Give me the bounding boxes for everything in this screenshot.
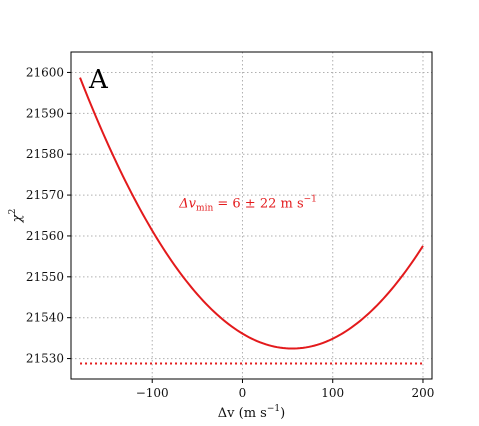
grid bbox=[71, 52, 432, 379]
chi-square-curve bbox=[79, 77, 424, 350]
annotation-subscript: min bbox=[196, 203, 213, 213]
y-tick-label: 21530 bbox=[26, 352, 64, 366]
y-tick-label: 21590 bbox=[26, 106, 64, 120]
axis-ticks: −100 0 100 200 21530 21540 21550 21560 21570 2158… bbox=[26, 65, 435, 400]
y-tick-label: 21600 bbox=[26, 65, 64, 79]
x-tick-label: 100 bbox=[321, 386, 344, 400]
plot-area bbox=[79, 77, 424, 365]
y-tick-label: 21580 bbox=[26, 147, 64, 161]
panel-label: A bbox=[88, 65, 109, 95]
annotation-middle: = 6 ± 22 m s bbox=[213, 196, 303, 211]
y-axis-label-main: χ bbox=[10, 213, 25, 223]
y-tick-label: 21560 bbox=[26, 229, 64, 243]
x-tick-label: 0 bbox=[239, 386, 247, 400]
y-tick-label: 21540 bbox=[26, 311, 64, 325]
plot-frame bbox=[70, 51, 433, 380]
x-axis-label: Δv (m s−1) bbox=[218, 404, 285, 421]
y-tick-label: 21570 bbox=[26, 188, 64, 202]
y-axis-label-sup: 2 bbox=[8, 209, 18, 215]
x-tick-label: 200 bbox=[412, 386, 435, 400]
x-tick-label: −100 bbox=[136, 386, 169, 400]
annotation-prefix: Δv bbox=[178, 196, 196, 211]
x-axis-label-sup: −1 bbox=[267, 404, 280, 414]
y-tick-label: 21550 bbox=[26, 270, 64, 284]
x-axis-label-main: Δv (m s bbox=[218, 406, 267, 421]
y-axis-label: χ2 bbox=[8, 209, 25, 224]
annotation: Δvmin = 6 ± 22 m s−1 bbox=[178, 194, 317, 213]
x-axis-label-tail: ) bbox=[280, 406, 285, 421]
annotation-sup: −1 bbox=[304, 194, 317, 204]
